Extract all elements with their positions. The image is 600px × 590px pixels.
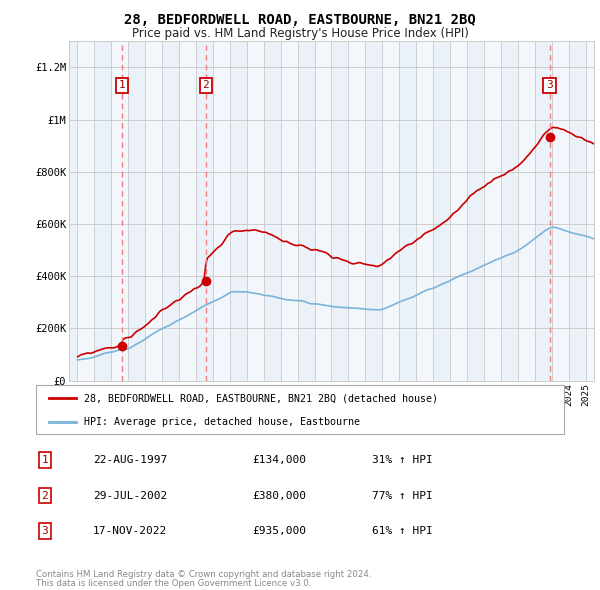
Text: 22-AUG-1997: 22-AUG-1997 (93, 455, 167, 465)
Text: This data is licensed under the Open Government Licence v3.0.: This data is licensed under the Open Gov… (36, 579, 311, 588)
Text: 2: 2 (202, 80, 209, 90)
Bar (518, 41, 535, 381)
Text: 3: 3 (546, 80, 553, 90)
Text: 1: 1 (119, 80, 125, 90)
Bar (349, 41, 365, 381)
Bar (416, 41, 433, 381)
Text: 28, BEDFORDWELL ROAD, EASTBOURNE, BN21 2BQ (detached house): 28, BEDFORDWELL ROAD, EASTBOURNE, BN21 2… (83, 394, 437, 404)
Text: 3: 3 (41, 526, 49, 536)
Bar (77, 41, 94, 381)
Bar (314, 41, 331, 381)
Text: £134,000: £134,000 (252, 455, 306, 465)
Bar (112, 41, 128, 381)
Text: 29-JUL-2002: 29-JUL-2002 (93, 491, 167, 500)
Bar (281, 41, 298, 381)
Bar (450, 41, 467, 381)
Text: 1: 1 (41, 455, 49, 465)
Bar (213, 41, 230, 381)
Text: 28, BEDFORDWELL ROAD, EASTBOURNE, BN21 2BQ: 28, BEDFORDWELL ROAD, EASTBOURNE, BN21 2… (124, 13, 476, 27)
Text: 77% ↑ HPI: 77% ↑ HPI (372, 491, 433, 500)
Bar (247, 41, 264, 381)
Text: Contains HM Land Registry data © Crown copyright and database right 2024.: Contains HM Land Registry data © Crown c… (36, 570, 371, 579)
Bar (382, 41, 399, 381)
Text: Price paid vs. HM Land Registry's House Price Index (HPI): Price paid vs. HM Land Registry's House … (131, 27, 469, 40)
Text: 2: 2 (41, 491, 49, 500)
Text: 31% ↑ HPI: 31% ↑ HPI (372, 455, 433, 465)
Bar (179, 41, 196, 381)
Bar (145, 41, 162, 381)
Text: 17-NOV-2022: 17-NOV-2022 (93, 526, 167, 536)
Text: £380,000: £380,000 (252, 491, 306, 500)
Text: £935,000: £935,000 (252, 526, 306, 536)
Text: 61% ↑ HPI: 61% ↑ HPI (372, 526, 433, 536)
Bar (586, 41, 600, 381)
Bar (484, 41, 501, 381)
Bar (551, 41, 569, 381)
Text: HPI: Average price, detached house, Eastbourne: HPI: Average price, detached house, East… (83, 417, 359, 427)
